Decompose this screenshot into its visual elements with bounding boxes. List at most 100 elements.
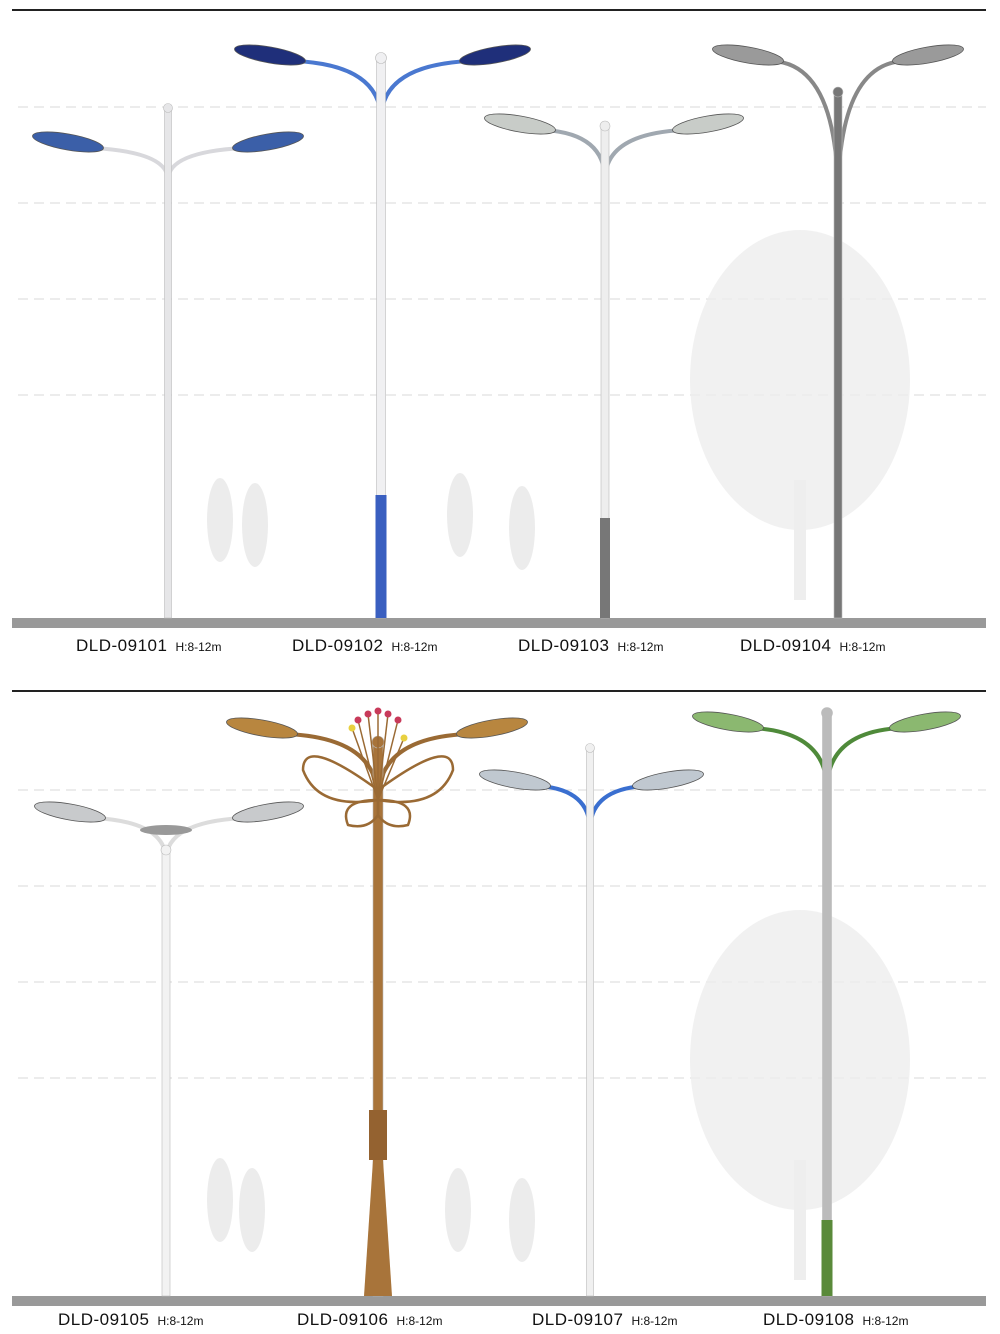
lamp-dld-09102-arm [379,59,471,121]
ground-bar [12,618,986,628]
lamp-dld-09101-finial [163,103,173,113]
lamp-dld-09106-flower-bud [394,716,402,724]
lamp-dld-09102-lamp-head [459,44,531,66]
lamp-dld-09101-arm [166,146,244,181]
product-label-09102: DLD-09102 H:8-12m [292,636,437,656]
lamp-dld-09103-finial [599,120,611,132]
product-code: DLD-09103 [518,636,610,655]
lamp-dld-09103-arm [544,128,607,181]
product-code: DLD-09106 [297,1310,389,1329]
lamp-dld-09104-arm [836,59,904,201]
lamp-dld-09106-butterfly-wing [376,755,455,804]
product-height: H:8-12m [862,1314,909,1328]
lamp-dld-09102-arm [294,59,383,121]
lamp-dld-09108-arm [752,726,829,791]
lamp-dld-09103-lamp-head [672,113,744,135]
pedestrian-silhouette [445,1168,471,1252]
lamp-dld-09105-arm [164,816,244,861]
lamp-dld-09106-flared-base [364,1160,392,1296]
pedestrian-silhouette [447,473,473,557]
product-code: DLD-09104 [740,636,832,655]
lamp-dld-09106-flower-bud [400,734,408,742]
product-code: DLD-09101 [76,636,168,655]
product-height: H:8-12m [631,1314,678,1328]
lamp-dld-09101-arm [92,146,170,181]
lamp-dld-09106-collar [369,1110,387,1160]
lamp-dld-09105-lamp-head [232,801,304,823]
lamp-dld-09103-arm [603,128,684,181]
lamp-dld-09106-flower-bud [348,724,356,732]
lamp-dld-09105-finial [160,844,172,856]
lamp-dld-09106-butterfly-wing [301,755,380,804]
lamp-dld-09104-pole [833,91,843,619]
lamp-dld-09104-lamp-head [892,44,964,66]
lamp-dld-09106-flower-stem [367,713,379,801]
lamp-dld-09107-arm [588,784,644,831]
pedestrian-silhouette [207,1158,233,1242]
lamp-dld-09105-center-disc [140,825,192,835]
product-label-09103: DLD-09103 H:8-12m [518,636,663,656]
lamp-dld-09107-lamp-head [632,769,704,791]
lamp-dld-09106-butterfly-wing [344,798,380,828]
product-code: DLD-09107 [532,1310,624,1329]
lamp-dld-09101-lamp-head [232,131,304,153]
lamp-dld-09106-lamp-head [226,717,298,739]
lamp-dld-09108-arm [825,726,901,791]
pedestrian-silhouette [239,1168,265,1252]
tree-silhouette [690,910,910,1210]
product-label-09107: DLD-09107 H:8-12m [532,1310,677,1330]
lamp-dld-09104-lamp-head [712,44,784,66]
product-height: H:8-12m [839,640,886,654]
lamp-dld-09108-pole-base [821,1220,833,1296]
pedestrian-silhouette [509,486,535,570]
lamp-dld-09106-flower-bud [364,710,372,718]
lamp-dld-09105-lamp-head [34,801,106,823]
lamp-dld-09106-flower-bud [374,707,382,715]
lamp-dld-09106-butterfly-wing [376,798,412,828]
lamp-dld-09108-lamp-head [889,711,961,733]
pedestrian-silhouette [242,483,268,567]
product-label-09104: DLD-09104 H:8-12m [740,636,885,656]
product-code: DLD-09102 [292,636,384,655]
lamp-dld-09102-finial [375,52,387,64]
lamp-dld-09107-arm [539,784,592,831]
lamp-dld-09105-arm [94,816,168,861]
tree-silhouette [690,230,910,530]
product-code: DLD-09105 [58,1310,150,1329]
lamp-dld-09107-lamp-head [479,769,551,791]
lamp-dld-09104-finial [832,86,844,98]
lamp-dld-09105-pole [161,849,171,1297]
tree-trunk [794,480,806,600]
lamp-dld-09106-flower-bud [354,716,362,724]
lamp-dld-09107-finial [585,743,595,753]
pedestrian-silhouette [207,478,233,562]
lamp-dld-09101-lamp-head [32,131,104,153]
product-label-09105: DLD-09105 H:8-12m [58,1310,203,1330]
product-height: H:8-12m [175,640,222,654]
lamp-dld-09106-flower-stem [377,713,389,801]
product-code: DLD-09108 [763,1310,855,1329]
lamp-dld-09106-lamp-head [456,717,528,739]
product-label-09106: DLD-09106 H:8-12m [297,1310,442,1330]
lamp-dld-09106-flower-bud [384,710,392,718]
lamp-dld-09104-arm [772,59,840,201]
lamp-dld-09107-pole [586,747,594,1297]
lamp-dld-09102-lamp-head [234,44,306,66]
lamp-dld-09108-lamp-head [692,711,764,733]
lamp-dld-09102-pole-base [375,495,387,618]
product-label-09108: DLD-09108 H:8-12m [763,1310,908,1330]
lamp-dld-09103-lamp-head [484,113,556,135]
product-height: H:8-12m [396,1314,443,1328]
lamp-dld-09101-pole [164,107,172,619]
tree-trunk [794,1160,806,1280]
product-height: H:8-12m [391,640,438,654]
lamp-dld-09106-flower-stem [377,737,405,801]
product-label-09101: DLD-09101 H:8-12m [76,636,221,656]
lamp-dld-09108-finial [821,707,833,719]
lamp-dld-09103-pole-base [600,518,610,618]
product-height: H:8-12m [617,640,664,654]
pedestrian-silhouette [509,1178,535,1262]
product-height: H:8-12m [157,1314,204,1328]
